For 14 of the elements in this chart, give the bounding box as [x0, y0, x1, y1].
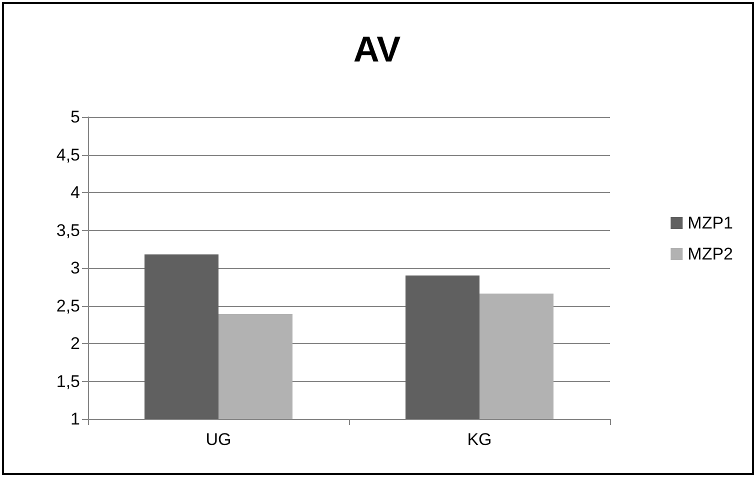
y-tick-label: 3 [70, 258, 80, 278]
legend-label: MZP1 [688, 214, 734, 232]
y-tick-label: 3,5 [56, 220, 80, 240]
chart-title: AV [353, 28, 401, 70]
y-tick-label: 1 [70, 410, 80, 428]
y-tick-label: 2 [70, 334, 80, 353]
y-tick-label: 4 [70, 183, 80, 202]
x-tick-label: UG [206, 430, 232, 449]
y-tick-label: 5 [70, 108, 80, 126]
y-tick-label: 1,5 [56, 372, 80, 391]
y-tick-label: 4,5 [56, 145, 80, 164]
legend-label: MZP2 [688, 244, 734, 264]
x-tick-label: KG [467, 430, 492, 449]
y-tick-label: 2,5 [56, 296, 80, 316]
